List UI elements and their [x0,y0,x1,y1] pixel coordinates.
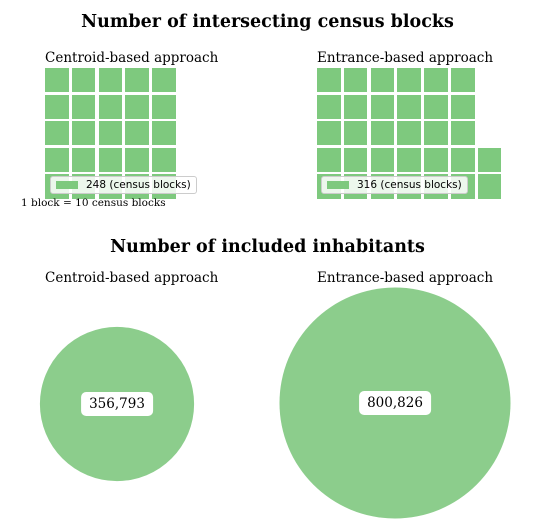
waffle-block [98,94,123,119]
waffle-block [451,94,475,119]
bubble-left-subtitle: Centroid-based approach [45,270,219,286]
waffle-block [397,68,421,93]
waffle-block [451,147,475,172]
unit-note: 1 block = 10 census blocks [21,197,166,209]
waffle-section-title: Number of intersecting census blocks [81,12,454,32]
legend-swatch [327,181,349,189]
waffle-block [343,94,368,119]
waffle-block [317,147,341,172]
waffle-block [370,68,395,93]
legend-swatch [56,181,78,189]
bubble-section-title: Number of included inhabitants [110,237,425,257]
waffle-block [370,94,395,119]
waffle-block [424,121,448,146]
waffle-block [477,147,502,172]
waffle-block [152,68,176,93]
waffle-block [397,147,421,172]
waffle-block [125,121,149,146]
waffle-block [317,68,341,93]
waffle-block [424,68,448,93]
waffle-block [397,94,421,119]
waffle-block [152,121,176,146]
waffle-block [71,94,96,119]
waffle-block [45,121,69,146]
waffle-left-legend: 248 (census blocks) [50,176,197,194]
waffle-right-subtitle: Entrance-based approach [317,50,494,66]
waffle-block [370,121,395,146]
waffle-block [424,147,448,172]
waffle-block [45,147,69,172]
waffle-block [98,121,123,146]
bubble-right-value: 800,826 [359,391,431,415]
waffle-block [343,68,368,93]
waffle-block [451,68,475,93]
waffle-right-legend-label: 316 (census blocks) [357,179,462,191]
bubble-right-subtitle: Entrance-based approach [317,270,494,286]
waffle-block [125,147,149,172]
waffle-block [152,147,176,172]
waffle-block [152,94,176,119]
waffle-block [71,147,96,172]
waffle-block [477,174,502,199]
waffle-block [45,68,69,93]
waffle-block [71,68,96,93]
waffle-block [424,94,448,119]
waffle-block [125,68,149,93]
waffle-block [125,94,149,119]
waffle-block [343,121,368,146]
waffle-block [343,147,368,172]
waffle-block [317,121,341,146]
waffle-right-legend: 316 (census blocks) [321,176,468,194]
bubble-left-value: 356,793 [81,392,153,416]
waffle-left-legend-label: 248 (census blocks) [86,179,191,191]
waffle-block [45,94,69,119]
waffle-block [98,68,123,93]
waffle-block [317,94,341,119]
waffle-block [71,121,96,146]
waffle-left-subtitle: Centroid-based approach [45,50,219,66]
waffle-block [397,121,421,146]
waffle-block [98,147,123,172]
waffle-block [451,121,475,146]
waffle-block [370,147,395,172]
